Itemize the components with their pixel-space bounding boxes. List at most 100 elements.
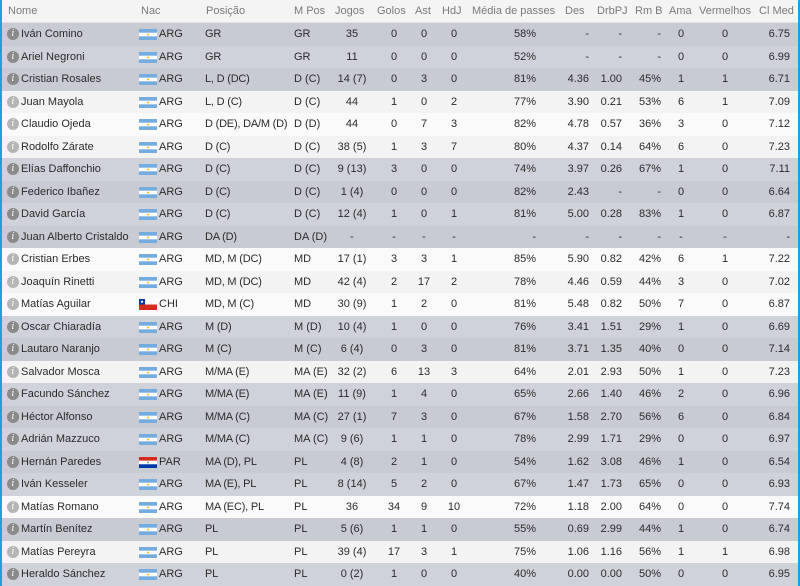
cell-nationality: ARG [159, 140, 183, 153]
table-row[interactable]: i Héctor Alfonso ARG M/MA (C) MA (C) 27 (1) 7 3… [2, 405, 798, 428]
cell-position: MD, M (DC) [205, 253, 262, 266]
cell-avg-rating: 6.64 [768, 185, 790, 198]
column-header-nationality[interactable]: Nac [141, 5, 161, 17]
table-row[interactable]: i Iván Kesseler ARG MA (E), PL PL 8 (14) 5 2 0 67… [2, 473, 798, 496]
info-icon[interactable]: i [7, 523, 19, 535]
info-icon[interactable]: i [7, 140, 19, 153]
cell-name[interactable]: Federico Ibañez [21, 185, 100, 198]
cell-name[interactable]: Iván Kesseler [21, 478, 88, 491]
cell-name[interactable]: Matías Pereyra [21, 545, 96, 558]
info-icon[interactable]: i [7, 118, 19, 130]
column-header-pass-ratio[interactable]: Média de passes [472, 5, 556, 17]
table-row[interactable]: i Elías Daffonchio ARG D (C) D (C) 9 (13) 3 0 0 7… [2, 158, 798, 181]
column-header-red-cards[interactable]: Vermelhos [699, 5, 751, 17]
info-icon[interactable]: i [7, 320, 19, 333]
column-header-position[interactable]: Posição [206, 5, 246, 17]
info-icon[interactable]: i [7, 73, 19, 85]
table-row[interactable]: i Martín Benítez ARG PL PL 5 (6) 1 1 0 55% 0.69 2.9… [2, 518, 798, 541]
flag-icon [139, 366, 157, 378]
column-header-dribbles[interactable]: DrbPJ [597, 5, 628, 17]
column-header-main-position[interactable]: M Pos [294, 5, 326, 17]
info-icon[interactable]: i [7, 410, 19, 423]
cell-name[interactable]: Adrián Mazzuco [21, 433, 100, 446]
info-icon[interactable]: i [7, 455, 19, 468]
table-row[interactable]: i Lautaro Naranjo ARG M (C) M (C) 6 (4) 0 3 0 81%… [2, 338, 798, 361]
table-row[interactable]: i Juan Mayola ARG L, D (C) D (C) 44 1 0 2 77% 3.90… [2, 90, 798, 113]
info-icon[interactable]: i [7, 275, 19, 288]
cell-name[interactable]: Rodolfo Zárate [21, 140, 94, 153]
column-header-tackles[interactable]: Des [565, 5, 585, 17]
column-header-player-of-match[interactable]: HdJ [442, 5, 462, 17]
cell-name[interactable]: Cristian Rosales [21, 73, 102, 86]
info-icon[interactable]: i [7, 568, 19, 580]
cell-name[interactable]: Heraldo Sánchez [21, 568, 106, 581]
cell-name[interactable]: Juan Mayola [21, 95, 84, 108]
cell-name[interactable]: Matías Romano [21, 500, 99, 513]
cell-dribbles: 0.00 [600, 568, 622, 581]
table-row[interactable]: i Cristian Erbes ARG MD, M (DC) MD 17 (1) 3 3 1 8… [2, 248, 798, 271]
cell-tackles: 3.71 [567, 343, 589, 356]
cell-assists: 0 [420, 163, 428, 176]
table-row[interactable]: i Federico Ibañez ARG D (C) D (C) 1 (4) 0 0 0 82%… [2, 180, 798, 203]
info-icon[interactable]: i [7, 95, 19, 108]
cell-name[interactable]: Héctor Alfonso [21, 410, 93, 423]
cell-name[interactable]: Iván Comino [21, 28, 83, 41]
info-icon[interactable]: i [7, 500, 19, 513]
cell-assists: 7 [420, 118, 428, 131]
cell-name[interactable]: Juan Alberto Cristaldo [21, 230, 129, 243]
info-icon[interactable]: i [7, 208, 19, 220]
table-row[interactable]: i David García ARG D (C) D (C) 12 (4) 1 0 1 81% 5.… [2, 203, 798, 226]
cell-name[interactable]: Joaquín Rinetti [21, 275, 95, 288]
info-icon[interactable]: i [7, 185, 19, 198]
table-row[interactable]: i Iván Comino ARG GR GR 35 0 0 0 58% - - - 0 0 6.75 [2, 23, 798, 46]
cell-name[interactable]: Matías Aguilar [21, 298, 91, 311]
cell-name[interactable]: Ariel Negroni [21, 50, 85, 63]
table-row[interactable]: i Oscar Chiaradía ARG M (D) M (D) 10 (4) 1 0 0 76… [2, 315, 798, 338]
info-icon[interactable]: i [7, 163, 19, 175]
column-header-name[interactable]: Nome [8, 5, 38, 17]
info-icon[interactable]: i [7, 478, 19, 490]
table-row[interactable]: i Juan Alberto Cristaldo ARG DA (D) DA (D) - -… [2, 225, 798, 248]
table-row[interactable]: i Claudio Ojeda ARG D (DE), DA/M (D) D (D) 44… [2, 113, 798, 136]
table-row[interactable]: i Hernán Paredes PAR MA (D), PL PL 4 (8) 2 1 0 54… [2, 450, 798, 473]
cell-name[interactable]: Martín Benítez [21, 523, 93, 536]
cell-name[interactable]: Claudio Ojeda [21, 118, 91, 131]
cell-name[interactable]: Lautaro Naranjo [21, 343, 100, 356]
table-row[interactable]: i Facundo Sánchez ARG M/MA (E) MA (E) 11 (9) 1… [2, 383, 798, 406]
info-icon[interactable]: i [7, 298, 19, 310]
info-icon[interactable]: i [7, 343, 19, 355]
cell-name[interactable]: Cristian Erbes [21, 253, 91, 266]
info-icon[interactable]: i [7, 28, 19, 40]
table-row[interactable]: i Adrián Mazzuco ARG M/MA (C) MA (C) 9 (6) 1 1 0… [2, 428, 798, 451]
column-header-headers-won[interactable]: Rm B [635, 5, 663, 17]
table-row[interactable]: i Cristian Rosales ARG L, D (DC) D (C) 14 (7)… [2, 68, 798, 91]
flag-icon [139, 479, 157, 490]
table-row[interactable]: i Matías Pereyra ARG PL PL 39 (4) 17 3 1 75% 1.06 1… [2, 540, 798, 563]
column-header-yellow-cards[interactable]: Ama [669, 5, 692, 17]
cell-name[interactable]: David García [21, 208, 86, 221]
info-icon[interactable]: i [7, 230, 19, 243]
table-row[interactable]: i Salvador Mosca ARG M/MA (E) MA (E) 32 (2) 6 1… [2, 360, 798, 383]
info-icon[interactable]: i [7, 253, 19, 265]
column-header-avg-rating[interactable]: Cl Med [759, 5, 794, 17]
column-header-goals[interactable]: Golos [377, 5, 406, 17]
info-icon[interactable]: i [7, 365, 19, 378]
table-row[interactable]: i Rodolfo Zárate ARG D (C) D (C) 38 (5) 1 3 7 80%… [2, 135, 798, 158]
table-row[interactable]: i Matías Aguilar CHI MD, M (C) MD 30 (9) 1 2 0 81… [2, 293, 798, 316]
cell-name[interactable]: Salvador Mosca [21, 365, 100, 378]
info-icon[interactable]: i [7, 50, 19, 63]
info-icon[interactable]: i [7, 433, 19, 445]
column-header-apps[interactable]: Jogos [335, 5, 365, 17]
cell-avg-rating: 6.93 [768, 478, 790, 491]
cell-name[interactable]: Hernán Paredes [21, 455, 102, 468]
cell-name[interactable]: Oscar Chiaradía [21, 320, 102, 333]
info-icon[interactable]: i [7, 545, 19, 558]
column-header-assists[interactable]: Ast [415, 5, 431, 17]
info-icon[interactable]: i [7, 388, 19, 400]
cell-name[interactable]: Facundo Sánchez [21, 388, 110, 401]
cell-name[interactable]: Elías Daffonchio [21, 163, 101, 176]
table-row[interactable]: i Heraldo Sánchez ARG PL PL 0 (2) 1 0 0 40% 0.00 0.… [2, 563, 798, 586]
table-row[interactable]: i Joaquín Rinetti ARG MD, M (DC) MD 42 (4) 2 17… [2, 270, 798, 293]
table-row[interactable]: i Matías Romano ARG MA (EC), PL PL 36 34 9 10 72%… [2, 495, 798, 518]
table-row[interactable]: i Ariel Negroni ARG GR GR 11 0 0 0 52% - - - 0 0 6.99 [2, 45, 798, 68]
